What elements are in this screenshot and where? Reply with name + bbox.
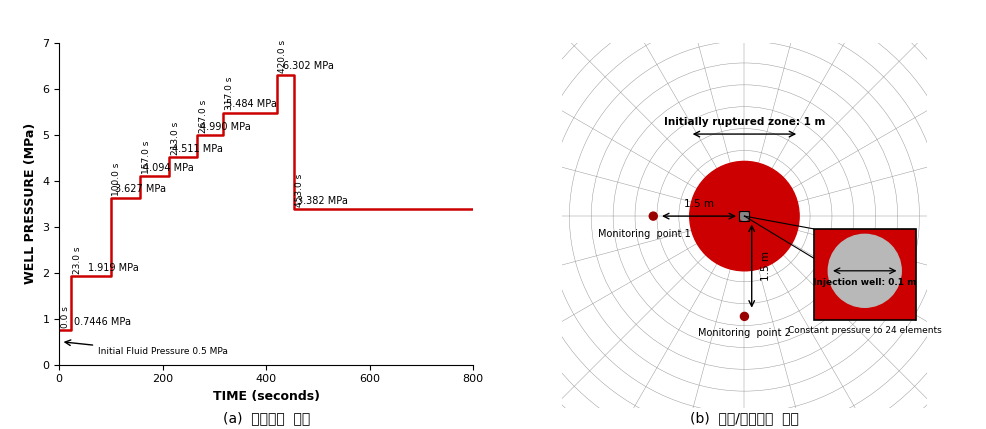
- Text: Initially ruptured zone: 1 m: Initially ruptured zone: 1 m: [664, 117, 825, 127]
- Text: (b)  주입/모니터링  위치: (b) 주입/모니터링 위치: [690, 411, 799, 425]
- X-axis label: TIME (seconds): TIME (seconds): [213, 390, 319, 403]
- Text: 213.0 s: 213.0 s: [171, 122, 180, 155]
- Y-axis label: WELL PRESSURE (MPa): WELL PRESSURE (MPa): [24, 123, 36, 284]
- Circle shape: [740, 211, 749, 221]
- Text: 5.484 MPa: 5.484 MPa: [226, 99, 277, 109]
- Bar: [740, 211, 749, 221]
- Bar: [813, 229, 916, 320]
- Text: 1.5 m: 1.5 m: [684, 199, 714, 209]
- Text: 157.0 s: 157.0 s: [142, 141, 151, 174]
- Text: 6.302 MPa: 6.302 MPa: [283, 61, 333, 71]
- Text: Constant pressure to 24 elements: Constant pressure to 24 elements: [788, 326, 942, 335]
- Text: 100.0 s: 100.0 s: [112, 162, 121, 196]
- Text: 0.7446 MPa: 0.7446 MPa: [74, 317, 131, 327]
- Circle shape: [649, 212, 658, 220]
- Circle shape: [690, 161, 799, 271]
- Text: 3.382 MPa: 3.382 MPa: [298, 196, 348, 205]
- Text: 453.0 s: 453.0 s: [295, 174, 305, 207]
- Text: 267.0 s: 267.0 s: [199, 100, 208, 133]
- Circle shape: [828, 234, 901, 307]
- Text: 1.5 m: 1.5 m: [761, 251, 771, 281]
- Text: 317.0 s: 317.0 s: [225, 77, 234, 110]
- Text: Injection well: 0.1 m: Injection well: 0.1 m: [813, 278, 917, 287]
- Text: (a)  주입압력  조건: (a) 주입압력 조건: [223, 411, 310, 425]
- Text: 0.0 s: 0.0 s: [61, 306, 70, 328]
- Text: 3.627 MPa: 3.627 MPa: [115, 184, 166, 194]
- Text: 23.0 s: 23.0 s: [73, 247, 82, 274]
- Text: 420.0 s: 420.0 s: [278, 39, 287, 73]
- Text: Monitoring  point 2: Monitoring point 2: [698, 328, 791, 338]
- Circle shape: [740, 312, 748, 320]
- Text: 4.511 MPa: 4.511 MPa: [172, 144, 223, 154]
- Text: Monitoring  point 1: Monitoring point 1: [598, 229, 690, 239]
- Text: 4.094 MPa: 4.094 MPa: [143, 163, 194, 173]
- Text: Initial Fluid Pressure 0.5 MPa: Initial Fluid Pressure 0.5 MPa: [98, 347, 228, 356]
- Text: 4.990 MPa: 4.990 MPa: [200, 121, 250, 132]
- Text: 1.919 MPa: 1.919 MPa: [88, 263, 138, 273]
